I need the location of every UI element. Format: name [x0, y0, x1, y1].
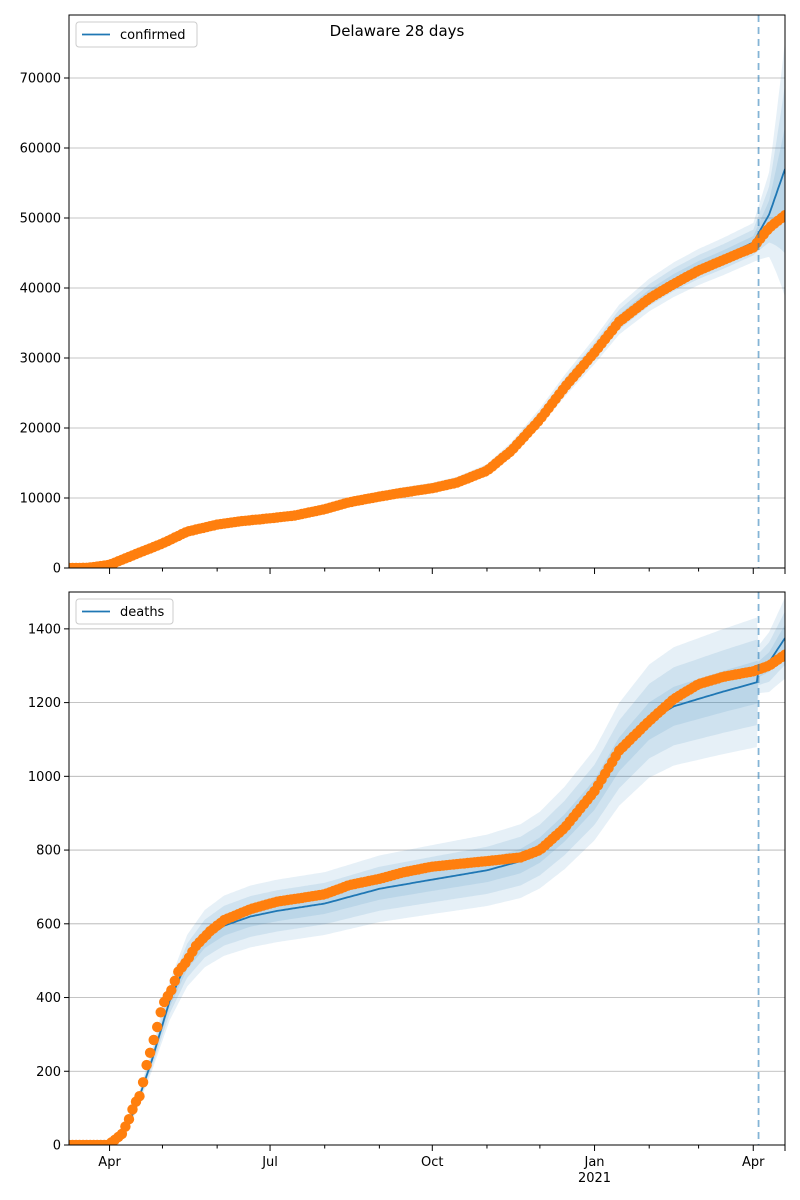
x-tick-label: Oct — [421, 1155, 443, 1170]
y-tick-label: 1200 — [28, 696, 61, 711]
observed-point — [141, 1059, 152, 1071]
uncertainty-band — [69, 624, 785, 1145]
observed-point — [779, 649, 785, 660]
model-line — [69, 168, 785, 568]
axes-frame — [68, 591, 786, 1146]
observed-point — [169, 975, 180, 987]
observed-point — [137, 1077, 149, 1088]
x-tick-label: Apr — [742, 1155, 765, 1170]
deaths-panel: 0 200 400 600 800 1000 1200 1400 Apr Jul Oct Jan Apr… — [28, 591, 786, 1186]
x-tick-label: Jan — [584, 1155, 605, 1170]
observed-point — [779, 210, 785, 221]
y-tick-label: 1400 — [28, 622, 61, 637]
y-tick-label: 600 — [36, 917, 61, 932]
observed-point — [152, 1021, 163, 1033]
y-tick-label: 10000 — [20, 492, 61, 507]
confirmed-panel: 0 10000 20000 30000 40000 50000 60000 70000 conf… — [20, 14, 786, 577]
y-tick-label: 70000 — [20, 72, 61, 87]
legend-box — [75, 21, 198, 48]
figure-title: Delaware 28 days — [330, 22, 465, 40]
y-tick-label: 0 — [53, 1139, 61, 1154]
y-tick-label: 0 — [53, 562, 61, 577]
y-tick-label: 200 — [36, 1065, 61, 1080]
y-tick-label: 60000 — [20, 142, 61, 157]
x-tick-label: Apr — [98, 1155, 121, 1170]
x-year-label: 2021 — [578, 1171, 611, 1186]
legend-box — [75, 598, 174, 625]
observed-point — [123, 1114, 135, 1125]
legend-label: confirmed — [120, 28, 186, 43]
y-tick-label: 400 — [36, 991, 61, 1006]
legend-label: deaths — [120, 605, 165, 620]
y-tick-label: 30000 — [20, 352, 61, 367]
observed-point — [155, 1007, 166, 1018]
y-tick-label: 50000 — [20, 212, 61, 227]
uncertainty-band — [69, 611, 785, 1145]
observed-point — [144, 1047, 156, 1059]
observed-point — [134, 1091, 145, 1102]
y-tick-label: 40000 — [20, 282, 61, 297]
observed-point — [166, 985, 177, 996]
uncertainty-band — [69, 84, 785, 568]
y-tick-label: 800 — [36, 844, 61, 859]
y-tick-label: 20000 — [20, 422, 61, 437]
x-tick-label: Jul — [261, 1155, 278, 1170]
axes-frame — [68, 14, 786, 569]
y-tick-label: 1000 — [28, 770, 61, 785]
uncertainty-band — [69, 126, 785, 568]
observed-point — [148, 1034, 159, 1046]
